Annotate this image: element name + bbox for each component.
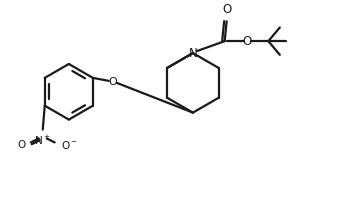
- Text: O: O: [243, 35, 252, 48]
- Text: N: N: [189, 47, 197, 60]
- Text: O: O: [18, 140, 26, 150]
- Text: O$^-$: O$^-$: [61, 139, 78, 151]
- Text: O: O: [222, 3, 231, 16]
- Text: O: O: [108, 77, 117, 87]
- Text: N$^+$: N$^+$: [34, 133, 51, 147]
